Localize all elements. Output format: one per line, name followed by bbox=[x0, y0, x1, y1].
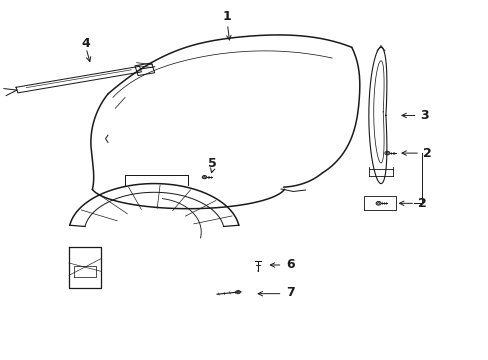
Text: 2: 2 bbox=[417, 197, 426, 210]
Text: 6: 6 bbox=[286, 258, 295, 271]
Text: 7: 7 bbox=[286, 287, 295, 300]
Text: 5: 5 bbox=[208, 157, 217, 170]
Text: 2: 2 bbox=[422, 147, 431, 159]
Circle shape bbox=[257, 270, 259, 271]
Text: 4: 4 bbox=[81, 37, 90, 50]
Bar bbox=[135, 63, 154, 76]
Text: 3: 3 bbox=[420, 109, 428, 122]
Text: 1: 1 bbox=[223, 10, 231, 23]
